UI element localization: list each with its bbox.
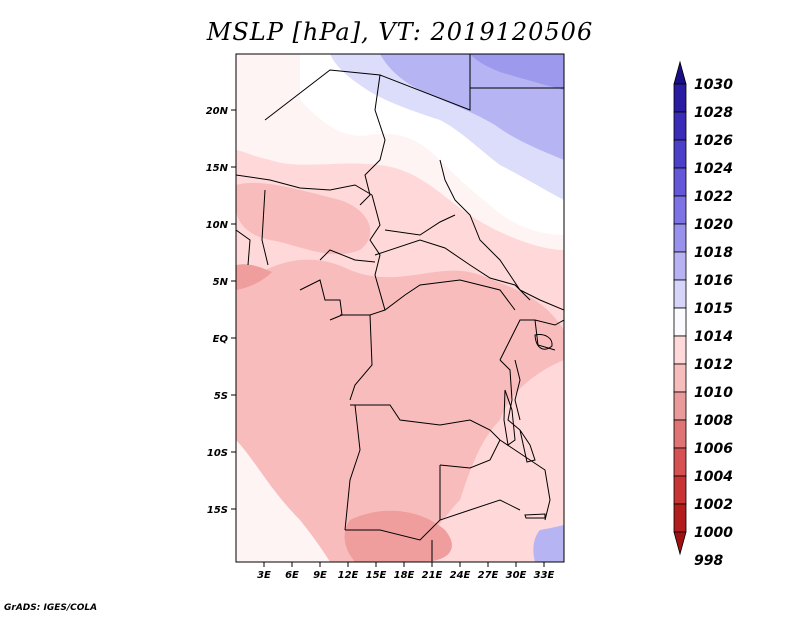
colorbar-swatch <box>673 307 687 337</box>
lon-label: 24E <box>450 570 471 581</box>
colorbar-label: 1020 <box>694 217 733 233</box>
colorbar-swatch <box>673 279 687 309</box>
colorbar-swatch <box>673 391 687 421</box>
lon-axis: 3E 6E 9E 12E 15E 18E 21E 24E 27E 30E 33E <box>257 562 555 581</box>
colorbar-swatch <box>673 251 687 281</box>
colorbar-label: 1000 <box>694 525 733 541</box>
field-1020 <box>470 54 564 90</box>
field-1008-coast <box>236 264 272 290</box>
colorbar-label: 1014 <box>694 329 733 345</box>
colorbar-swatch <box>673 83 687 113</box>
colorbar-label: 1006 <box>694 441 733 457</box>
colorbar-swatch <box>673 531 687 556</box>
colorbar-swatch <box>673 363 687 393</box>
colorbar-label: 1030 <box>694 77 733 93</box>
colorbar-swatch <box>673 335 687 365</box>
colorbar-swatch <box>673 447 687 477</box>
colorbar-swatch <box>673 60 687 85</box>
colorbar-label: 1018 <box>694 245 733 261</box>
colorbar-swatch <box>673 419 687 449</box>
lat-axis: 20N 15N 10N 5N EQ 5S 10S 15S <box>206 106 236 516</box>
colorbar-label: 1024 <box>694 161 733 177</box>
map-title: MSLP [hPa], VT: 2019120506 <box>206 18 594 46</box>
lat-label: EQ <box>213 334 229 345</box>
colorbar-swatch <box>673 195 687 225</box>
lat-label: 5N <box>213 277 229 288</box>
lon-label: 9E <box>313 570 327 581</box>
colorbar-label: 1002 <box>694 497 733 513</box>
map-frame <box>235 53 565 563</box>
field-1014-south <box>236 440 330 562</box>
colorbar-label: 1012 <box>694 357 733 373</box>
field-1008 <box>344 510 452 562</box>
colorbar-swatch <box>673 475 687 505</box>
lon-label: 21E <box>422 570 443 581</box>
colorbar-swatch <box>673 139 687 169</box>
colorbar-label: 1022 <box>694 189 733 205</box>
field-1010-west <box>236 182 371 255</box>
colorbar-label: 1028 <box>694 105 733 121</box>
field-1010-south <box>236 259 564 562</box>
lon-label: 33E <box>534 570 555 581</box>
lon-label: 12E <box>338 570 359 581</box>
colorbar-label: 1016 <box>694 273 733 289</box>
colorbar-swatch <box>673 223 687 253</box>
lon-label: 3E <box>257 570 271 581</box>
colorbar-label: 1015 <box>694 301 733 317</box>
lon-label: 6E <box>285 570 299 581</box>
lon-label: 30E <box>506 570 527 581</box>
colorbar-label: 1004 <box>694 469 733 485</box>
footer-credit: GrADS: IGES/COLA <box>4 603 98 613</box>
colorbar-swatch <box>673 503 687 533</box>
lakes <box>503 334 553 519</box>
field-1018-se <box>533 525 564 562</box>
lat-label: 10N <box>206 220 229 231</box>
lat-label: 15N <box>206 163 229 174</box>
lon-label: 27E <box>478 570 499 581</box>
country-borders <box>236 54 564 562</box>
colorbar-swatch <box>673 167 687 197</box>
lat-label: 15S <box>207 505 228 516</box>
field-1018 <box>380 54 564 160</box>
lat-label: 10S <box>207 448 228 459</box>
colorbar-label: 1008 <box>694 413 733 429</box>
colorbar-label: 998 <box>694 553 723 569</box>
pressure-field <box>236 54 564 562</box>
colorbar-label: 1026 <box>694 133 733 149</box>
lat-label: 20N <box>206 106 229 117</box>
lat-label: 5S <box>214 391 228 402</box>
lon-label: 18E <box>394 570 415 581</box>
colorbar-label: 1010 <box>694 385 733 401</box>
colorbar: 1030 1028 1026 1024 1022 1020 1018 1016 1015 1014… <box>673 60 733 569</box>
lon-label: 15E <box>366 570 387 581</box>
colorbar-swatch <box>673 111 687 141</box>
